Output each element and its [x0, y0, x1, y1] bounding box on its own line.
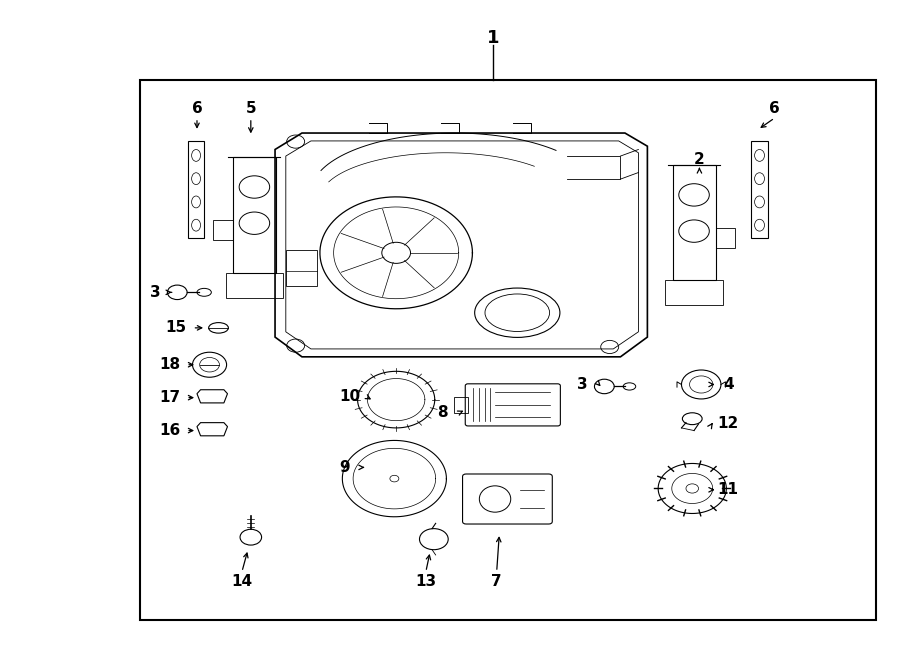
Text: 2: 2	[694, 152, 705, 167]
Bar	[188, 141, 204, 239]
Text: 11: 11	[717, 483, 739, 497]
Text: 6: 6	[192, 100, 202, 116]
Text: 4: 4	[723, 377, 734, 392]
Text: 15: 15	[166, 321, 187, 335]
Text: 3: 3	[578, 377, 588, 392]
Bar	[286, 250, 317, 286]
Bar	[716, 228, 735, 248]
Text: 3: 3	[150, 285, 161, 300]
Text: 8: 8	[437, 405, 448, 420]
Bar	[226, 272, 284, 297]
Text: 16: 16	[159, 423, 181, 438]
Text: 14: 14	[231, 574, 252, 590]
Bar	[752, 141, 768, 239]
Text: 13: 13	[415, 574, 436, 590]
Text: 12: 12	[717, 416, 739, 432]
Bar	[454, 397, 468, 412]
Bar	[140, 81, 877, 620]
Bar	[672, 165, 716, 280]
Text: 17: 17	[159, 390, 181, 405]
Text: 9: 9	[338, 460, 349, 475]
Text: 7: 7	[491, 574, 502, 590]
Text: 18: 18	[159, 357, 181, 372]
Bar	[213, 220, 233, 240]
Text: 1: 1	[487, 28, 500, 46]
Text: 6: 6	[770, 100, 780, 116]
Bar	[665, 280, 723, 305]
Text: 10: 10	[339, 389, 360, 404]
Bar	[233, 157, 276, 272]
Text: 5: 5	[246, 100, 256, 116]
